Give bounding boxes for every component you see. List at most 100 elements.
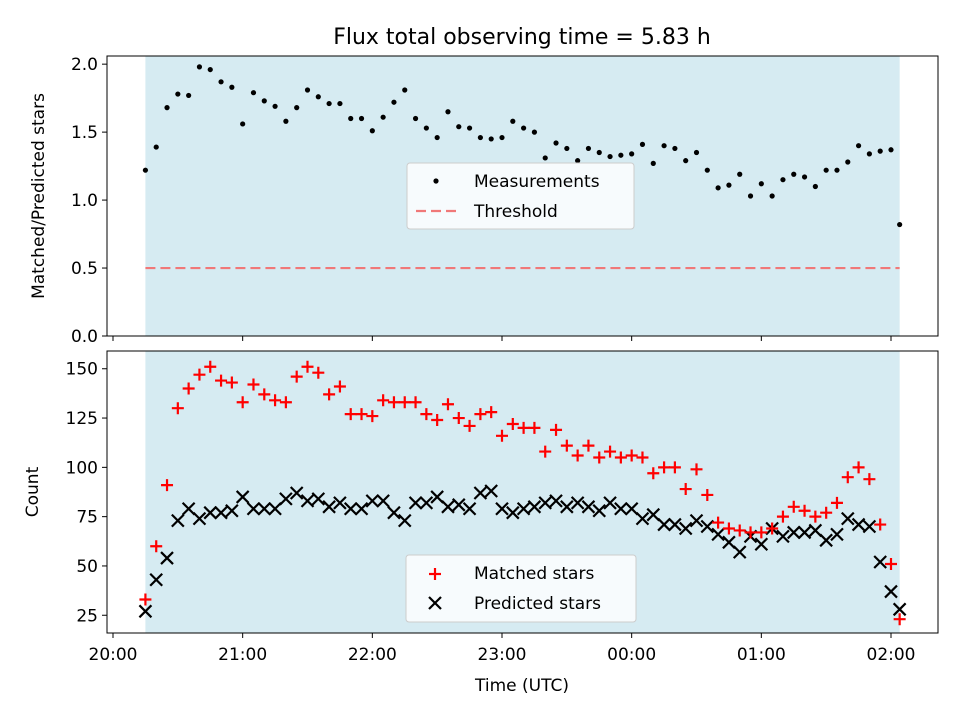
measurement-point <box>272 103 278 109</box>
matched-star-point <box>841 471 854 484</box>
matched-star-point <box>269 394 282 407</box>
measurement-point <box>175 91 181 97</box>
predicted-star-point <box>776 529 790 544</box>
ratio-legend: Measurements Threshold <box>406 162 635 230</box>
ratio-panel-frame <box>106 55 939 337</box>
predicted-star-points <box>138 484 907 619</box>
predicted-star-point <box>689 513 704 528</box>
predicted-star-point <box>754 537 769 552</box>
measurement-point <box>164 105 170 111</box>
matched-star-point <box>452 412 465 425</box>
predicted-star-point <box>387 505 401 520</box>
measurement-point <box>337 100 343 107</box>
matched-star-point <box>463 419 476 432</box>
matched-star-point <box>247 378 260 391</box>
measurement-point <box>542 155 548 161</box>
matched-star-point <box>366 410 379 423</box>
predicted-star-point <box>441 500 455 514</box>
x-tick-label: 20:00 <box>89 645 138 665</box>
predicted-star-point <box>527 500 542 514</box>
matched-star-point <box>636 451 649 464</box>
measurement-point <box>596 149 602 156</box>
measurement-point <box>747 193 754 199</box>
measurement-points <box>142 64 903 228</box>
measurement-point <box>812 183 818 190</box>
predicted-star-point <box>646 507 661 522</box>
matched-star-point <box>506 417 519 430</box>
y-tick-label: 25 <box>76 606 98 626</box>
matched-star-point <box>215 374 228 387</box>
matched-star-point <box>485 406 498 419</box>
measurement-point <box>218 79 224 85</box>
predicted-star-point <box>797 525 812 540</box>
matched-star-point <box>744 526 757 539</box>
matched-legend-marker <box>429 568 441 580</box>
predicted-star-point <box>376 494 390 508</box>
threshold-legend-label: Threshold <box>473 202 558 222</box>
matched-star-point <box>668 461 681 474</box>
matched-star-point <box>830 496 843 509</box>
predicted-star-point <box>732 545 747 559</box>
predicted-star-point <box>624 501 639 516</box>
matched-star-point <box>193 368 206 381</box>
predicted-star-point <box>365 494 380 508</box>
measurement-point <box>402 87 408 93</box>
predicted-star-point <box>289 486 304 500</box>
predicted-star-point <box>819 533 833 548</box>
predicted-star-point <box>884 584 898 599</box>
measurement-point <box>575 158 581 164</box>
matched-star-point <box>852 461 865 474</box>
measurement-point <box>780 177 786 183</box>
y-tick-label: 0.5 <box>71 259 98 279</box>
matched-star-point <box>225 376 238 389</box>
predicted-star-point <box>181 501 196 516</box>
predicted-star-point <box>203 505 218 520</box>
matched-star-point <box>787 500 800 513</box>
predicted-star-point <box>246 501 261 516</box>
matched-star-point <box>377 394 390 407</box>
matched-star-point <box>355 408 368 421</box>
x-tick-label: 21:00 <box>218 645 267 665</box>
matched-star-point <box>333 380 346 393</box>
measurements-legend-marker <box>433 178 439 184</box>
measurement-point <box>704 167 710 173</box>
matched-legend-label: Matched stars <box>474 564 594 584</box>
measurement-point <box>661 143 667 149</box>
matched-star-point <box>582 439 595 452</box>
measurement-point <box>412 115 419 122</box>
predicted-star-point <box>678 521 693 536</box>
measurement-point <box>672 145 678 152</box>
predicted-star-point <box>343 501 358 516</box>
matched-star-point <box>387 396 400 409</box>
predicted-star-point <box>257 501 272 516</box>
measurement-point <box>693 149 700 156</box>
predicted-star-point <box>808 523 823 538</box>
predicted-star-point <box>214 505 228 520</box>
predicted-star-point <box>506 505 520 520</box>
predicted-star-point <box>603 496 617 510</box>
measurement-point <box>250 90 257 96</box>
measurement-point <box>380 114 386 120</box>
measurement-point <box>758 181 764 187</box>
predicted-star-point <box>592 503 607 518</box>
matched-star-point <box>776 510 789 523</box>
y-tick-label: 150 <box>66 360 98 380</box>
matched-star-point <box>733 524 746 537</box>
matched-star-point <box>312 366 325 379</box>
predicted-star-point <box>657 517 671 532</box>
measurement-point <box>499 134 505 141</box>
count-panel: 25 50 75 100 125 150 20:00 21:00 22:00 23:00 00:00… <box>23 350 939 696</box>
measurement-point <box>510 118 516 124</box>
y-tick-label: 1.0 <box>71 191 98 211</box>
predicted-star-point <box>430 490 444 504</box>
count-y-axis-label: Count <box>23 466 43 517</box>
measurement-point <box>629 151 635 157</box>
matched-star-point <box>647 467 660 480</box>
matched-star-point <box>517 421 530 434</box>
x-tick-label: 00:00 <box>607 645 656 665</box>
matched-star-point <box>539 445 552 458</box>
predicted-star-point <box>495 501 509 516</box>
matched-star-point <box>560 439 573 452</box>
measurement-point <box>521 125 527 131</box>
y-tick-label: 100 <box>66 458 98 478</box>
